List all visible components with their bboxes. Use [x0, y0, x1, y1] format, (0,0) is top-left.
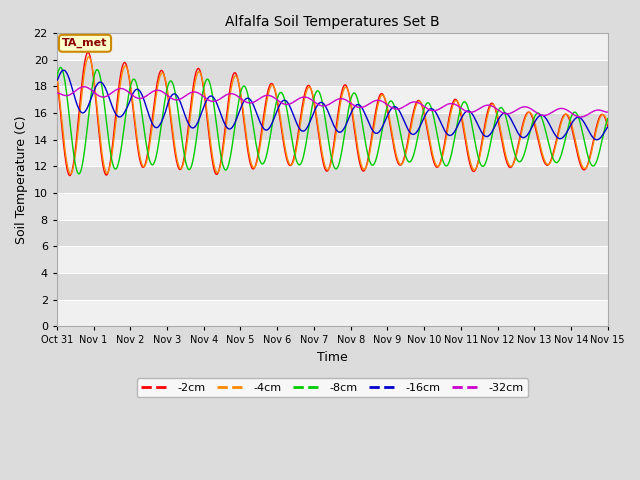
Bar	[57, 60, 608, 86]
Y-axis label: Soil Temperature (C): Soil Temperature (C)	[15, 116, 28, 244]
Bar	[57, 33, 608, 60]
Bar	[57, 113, 608, 140]
Legend: -2cm, -4cm, -8cm, -16cm, -32cm: -2cm, -4cm, -8cm, -16cm, -32cm	[137, 378, 528, 397]
Bar	[57, 86, 608, 113]
Bar	[57, 246, 608, 273]
Text: TA_met: TA_met	[62, 38, 108, 48]
X-axis label: Time: Time	[317, 351, 348, 364]
Title: Alfalfa Soil Temperatures Set B: Alfalfa Soil Temperatures Set B	[225, 15, 440, 29]
Bar	[57, 220, 608, 246]
Bar	[57, 300, 608, 326]
Bar	[57, 273, 608, 300]
Bar	[57, 167, 608, 193]
Bar	[57, 193, 608, 220]
Bar	[57, 140, 608, 167]
